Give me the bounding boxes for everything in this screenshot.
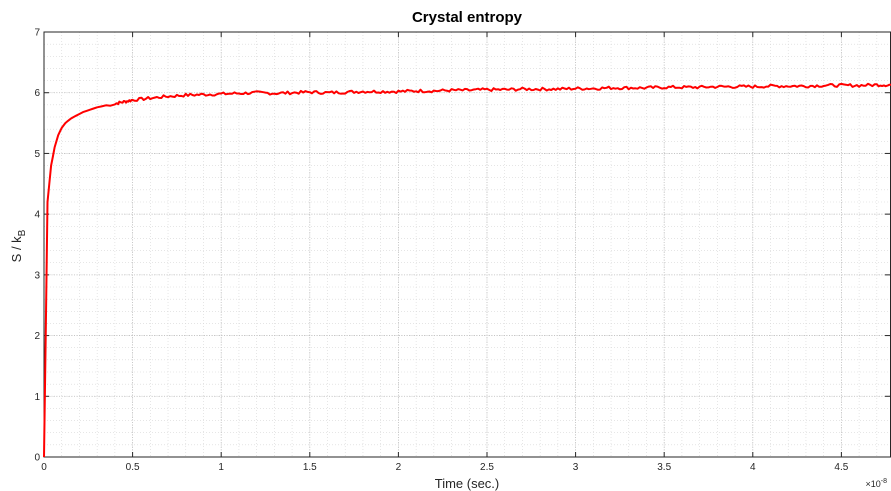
x-axis-exponent: ×10-8: [865, 478, 887, 489]
x-axis-exponent-base: ×10: [865, 479, 880, 489]
y-tick-label: 4: [34, 210, 40, 221]
x-axis-label: Time (sec.): [435, 476, 500, 491]
x-tick-label: 4.5: [834, 462, 848, 473]
y-tick-label: 7: [34, 28, 40, 39]
y-axis-ticks: 0 1 2 3 4 5 6 7: [34, 28, 890, 464]
x-tick-label: 1: [218, 462, 224, 473]
y-tick-label: 5: [34, 149, 40, 160]
y-tick-label: 3: [34, 270, 40, 281]
x-tick-label: 3: [573, 462, 579, 473]
y-tick-label: 1: [34, 392, 40, 403]
x-tick-label: 4: [750, 462, 756, 473]
y-axis-label-main: S / k: [9, 236, 24, 263]
chart-title: Crystal entropy: [412, 9, 523, 26]
x-tick-label: 0: [41, 462, 47, 473]
x-axis-ticks: 0 0.5 1 1.5 2 2.5 3 3.5 4 4.5: [41, 32, 849, 473]
y-axis-label-subscript: B: [17, 229, 28, 236]
x-tick-label: 2: [396, 462, 402, 473]
x-tick-label: 2.5: [480, 462, 494, 473]
y-tick-label: 6: [34, 88, 40, 99]
x-tick-label: 3.5: [657, 462, 671, 473]
y-tick-label: 2: [34, 331, 40, 342]
x-axis-exponent-power: -8: [881, 478, 887, 485]
y-tick-label: 0: [34, 453, 40, 464]
x-tick-label: 1.5: [303, 462, 317, 473]
y-axis-label: S / kB: [9, 229, 28, 262]
x-tick-label: 0.5: [126, 462, 140, 473]
series-line-entropy: [43, 82, 891, 458]
